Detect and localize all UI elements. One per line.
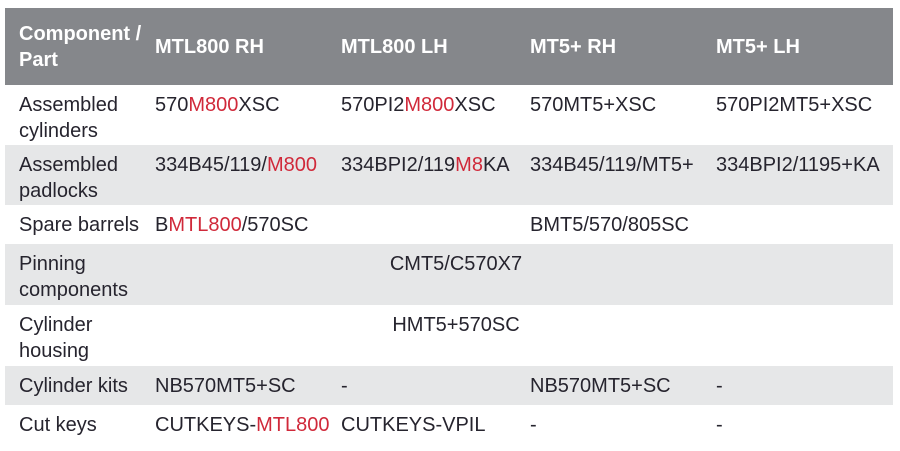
- dash-cell: -: [341, 366, 530, 405]
- part-number-cell: 570MT5+XSC: [530, 94, 657, 116]
- column-header-mt5plus-lh: MT5+ LH: [716, 8, 893, 85]
- part-number-cell: 334BPI2/119M8KA: [341, 145, 530, 205]
- table-header: Component / Part MTL800 RH MTL800 LH MT5…: [5, 8, 893, 85]
- empty-cell: [716, 205, 893, 244]
- part-number-cell: BMT5/570/805SC: [530, 214, 689, 236]
- row-label: Assembled cylinders: [19, 94, 118, 142]
- table-row-pinning-components: Pinning components CMT5/C570X7: [5, 244, 893, 305]
- span-value-cell: CMT5/C570X7: [155, 244, 893, 305]
- parts-cross-reference-table: Component / Part MTL800 RH MTL800 LH MT5…: [5, 8, 893, 448]
- empty-cell: [341, 205, 530, 244]
- table-row-cylinder-housing: Cylinder housing HMT5+570SC: [5, 305, 893, 366]
- table-row-spare-barrels: Spare barrels BMTL800/570SC BMT5/570/805…: [5, 205, 893, 244]
- table-row-cut-keys: Cut keys CUTKEYS-MTL800 CUTKEYS-VPIL - -: [5, 405, 893, 448]
- part-number-cell: 334BPI2/1195+KA: [716, 145, 893, 205]
- table-row-cylinder-kits: Cylinder kits NB570MT5+SC - NB570MT5+SC …: [5, 366, 893, 405]
- part-number-cell: 570PI2MT5+XSC: [716, 94, 873, 116]
- column-header-component-part: Component / Part: [5, 8, 155, 85]
- table-body: Assembled cylinders 570M800XSC 570PI2M80…: [5, 85, 893, 448]
- row-label: Cut keys: [19, 414, 97, 436]
- part-number-cell: NB570MT5+SC: [155, 366, 341, 405]
- part-number-cell: NB570MT5+SC: [530, 366, 716, 405]
- row-label: Cylinder housing: [19, 314, 93, 362]
- table-row-assembled-cylinders: Assembled cylinders 570M800XSC 570PI2M80…: [5, 85, 893, 145]
- part-number-cell: CUTKEYS-VPIL: [341, 414, 486, 436]
- dash-cell: -: [716, 414, 723, 436]
- column-header-mtl800-lh: MTL800 LH: [341, 8, 530, 85]
- row-label: Assembled padlocks: [5, 145, 155, 205]
- row-label: Pinning components: [5, 244, 155, 305]
- part-number-cell: BMTL800/570SC: [155, 214, 309, 236]
- part-number-cell: 334B45/119/M800: [155, 145, 341, 205]
- header-row: Component / Part MTL800 RH MTL800 LH MT5…: [5, 8, 893, 85]
- part-number-cell: 570M800XSC: [155, 94, 280, 116]
- table-row-assembled-padlocks: Assembled padlocks 334B45/119/M800 334BP…: [5, 145, 893, 205]
- part-number-cell: 334B45/119/MT5+: [530, 145, 716, 205]
- row-label: Cylinder kits: [5, 366, 155, 405]
- part-number-cell: 570PI2M800XSC: [341, 94, 496, 116]
- column-header-mt5plus-rh: MT5+ RH: [530, 8, 716, 85]
- span-value-cell: HMT5+570SC: [392, 314, 520, 336]
- dash-cell: -: [530, 414, 537, 436]
- dash-cell: -: [716, 366, 893, 405]
- column-header-mtl800-rh: MTL800 RH: [155, 8, 341, 85]
- part-number-cell: CUTKEYS-MTL800: [155, 414, 330, 436]
- row-label: Spare barrels: [19, 214, 140, 236]
